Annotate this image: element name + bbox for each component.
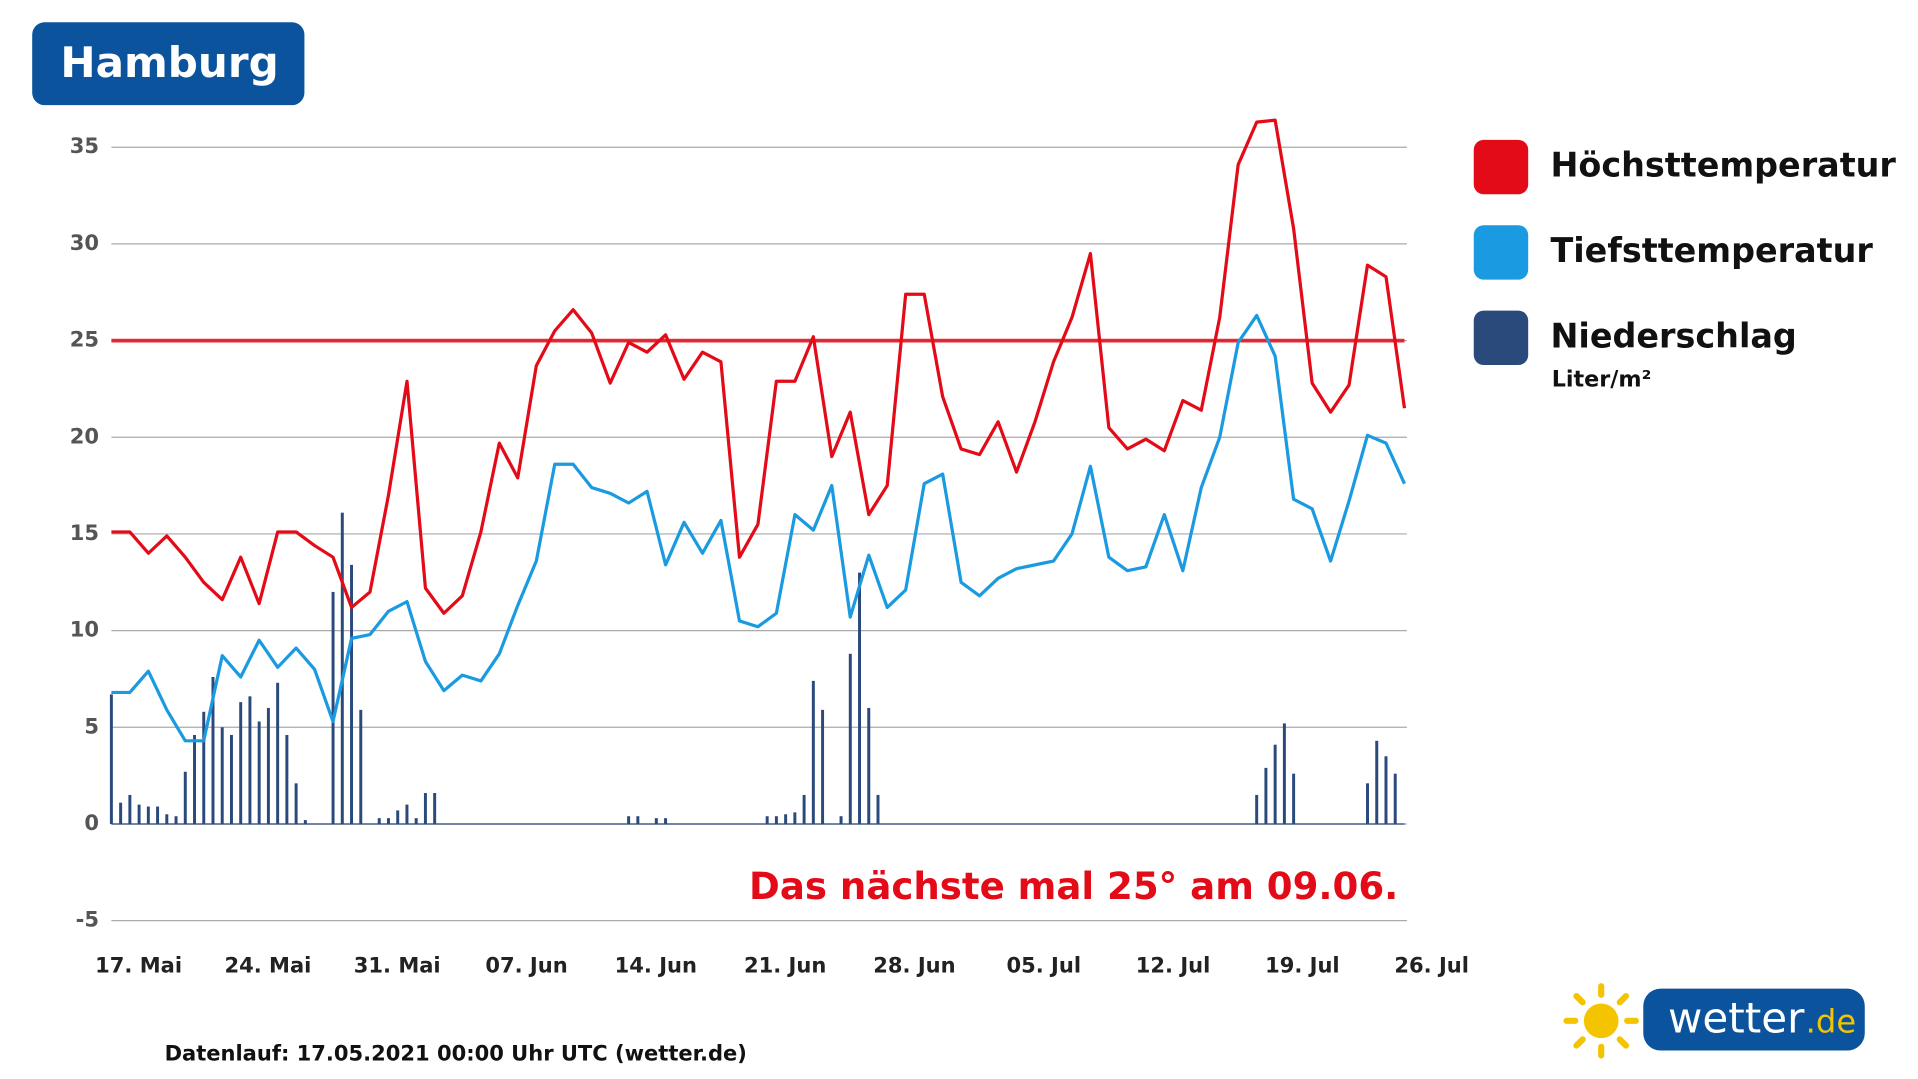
precip-bar [340, 512, 344, 824]
y-tick-label: 5 [84, 713, 99, 738]
precip-bar [664, 818, 668, 824]
precip-bar [793, 812, 797, 824]
y-tick-label: 30 [70, 230, 99, 255]
x-tick-label: 14. Jun [615, 952, 697, 977]
precip-bar [229, 735, 233, 824]
precip-bar [359, 709, 363, 824]
precip-bar [285, 735, 289, 824]
precip-bar [220, 727, 224, 824]
chart-title: Hamburg [60, 38, 278, 87]
precip-bar [109, 694, 113, 824]
precip-bar [146, 806, 150, 824]
temperature-line [111, 313, 1406, 743]
precip-bar [174, 816, 178, 824]
x-tick-label: 26. Jul [1394, 952, 1469, 977]
precip-bar [257, 721, 261, 824]
precip-bar [202, 711, 206, 824]
precip-bar [784, 814, 788, 824]
precip-bar [848, 653, 852, 824]
precip-bar [654, 818, 658, 824]
legend-label: Niederschlag [1550, 316, 1796, 355]
precip-bar [1264, 767, 1268, 824]
footnote: Datenlauf: 17.05.2021 00:00 Uhr UTC (wet… [165, 1040, 747, 1065]
precip-bar [636, 816, 640, 824]
precip-bar [386, 818, 390, 824]
logo: wetter .de [1563, 983, 1865, 1059]
sun-rays [1563, 983, 1639, 1059]
y-tick-label: 25 [70, 327, 99, 352]
legend-swatch [1473, 139, 1529, 195]
precip-bar [303, 820, 307, 824]
x-tick-label: 24. Mai [224, 952, 311, 977]
precip-bar [1273, 744, 1277, 824]
precip-bar [627, 816, 631, 824]
precip-bar [858, 572, 862, 824]
precip-bar [821, 709, 825, 824]
x-tick-label: 19. Jul [1265, 952, 1340, 977]
precip-bar [405, 804, 409, 824]
precip-bar [1255, 794, 1259, 824]
precip-bar [165, 814, 169, 824]
precip-bar [867, 707, 871, 824]
y-tick-label: 15 [70, 520, 99, 545]
precip-bar [433, 793, 437, 824]
precip-bar [377, 818, 381, 824]
y-tick-label: 35 [70, 133, 99, 158]
precip-bar [211, 677, 215, 824]
precip-bar [193, 735, 197, 824]
precip-bar [128, 794, 132, 824]
x-tick-label: 12. Jul [1136, 952, 1211, 977]
x-tick-label: 07. Jun [485, 952, 567, 977]
precip-bar [266, 707, 270, 824]
precip-bar [276, 682, 280, 824]
legend-unit: Liter/m² [1552, 366, 1652, 392]
precip-bar [1384, 756, 1388, 824]
precip-bar [331, 591, 335, 824]
y-tick-label: 20 [70, 423, 99, 448]
legend-swatch [1473, 310, 1529, 366]
logo-text: wetter [1668, 993, 1805, 1042]
precip-bar [414, 818, 418, 824]
x-tick-label: 21. Jun [744, 952, 826, 977]
temperature-line [111, 118, 1407, 615]
precip-bar [1393, 773, 1397, 824]
annotation: Das nächste mal 25° am 09.06. [749, 865, 1398, 908]
legend-label: Höchsttemperatur [1550, 146, 1896, 185]
x-tick-label: 28. Jun [873, 952, 955, 977]
x-tick-label: 31. Mai [354, 952, 441, 977]
x-tick-label: 05. Jul [1006, 952, 1081, 977]
precip-bar [1366, 783, 1369, 824]
precip-bar [876, 794, 880, 824]
precip-bar [156, 806, 160, 824]
legend-swatch [1473, 225, 1529, 280]
precip-bar [239, 702, 243, 824]
precip-bar [396, 810, 400, 824]
precip-bar [423, 793, 427, 824]
precip-bar [811, 680, 815, 824]
precip-bar [1375, 740, 1379, 824]
y-tick-label: -5 [76, 907, 99, 932]
y-tick-label: 0 [84, 810, 99, 835]
precip-bar [248, 696, 252, 824]
logo-box [1643, 988, 1865, 1051]
precip-bar [183, 771, 187, 824]
precip-bar [350, 564, 354, 824]
precip-bar [802, 794, 806, 824]
precip-bar [765, 816, 769, 824]
logo-text: .de [1806, 1002, 1856, 1040]
precip-bar [839, 816, 843, 824]
precip-bar [119, 802, 123, 824]
precip-bar [137, 804, 141, 824]
legend-label: Tiefsttemperatur [1550, 231, 1873, 270]
precip-bar [294, 783, 298, 824]
precip-bar [774, 816, 778, 824]
sun [1583, 1003, 1619, 1039]
precip-bar [1292, 773, 1296, 824]
title-box [32, 22, 305, 106]
precip-bar [1282, 723, 1286, 824]
y-tick-label: 10 [70, 617, 99, 642]
x-tick-label: 17. Mai [95, 952, 182, 977]
